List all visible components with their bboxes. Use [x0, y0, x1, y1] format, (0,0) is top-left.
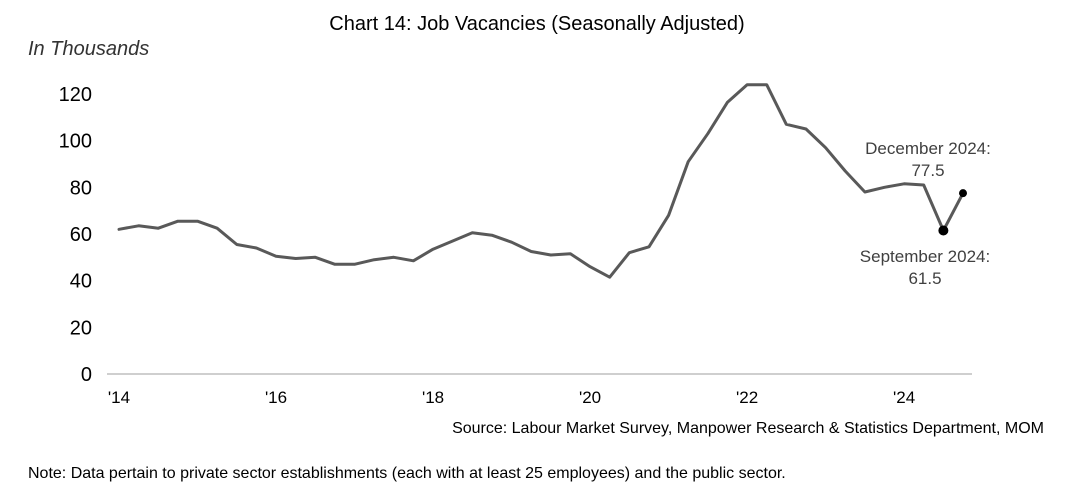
data-point-marker: [938, 225, 949, 236]
footnote-text: Note: Data pertain to private sector est…: [28, 465, 786, 482]
x-tick-label: '22: [736, 388, 758, 407]
x-tick-label: '24: [893, 388, 915, 407]
y-tick-label: 40: [70, 271, 92, 293]
annotation-value: 61.5: [908, 269, 941, 288]
y-axis-label: In Thousands: [28, 38, 150, 60]
annotation-label: December 2024:: [865, 139, 991, 158]
chart-title: Chart 14: Job Vacancies (Seasonally Adju…: [329, 13, 745, 35]
source-text: Source: Labour Market Survey, Manpower R…: [452, 420, 1044, 437]
y-tick-label: 0: [81, 364, 92, 386]
annotation-label: September 2024:: [860, 247, 990, 266]
y-tick-label: 100: [59, 131, 92, 153]
x-tick-label: '14: [108, 388, 130, 407]
y-tick-label: 20: [70, 317, 92, 339]
series-line: [117, 83, 965, 279]
y-tick-label: 80: [70, 177, 92, 199]
annotation-value: 77.5: [911, 161, 944, 180]
x-tick-label: '16: [265, 388, 287, 407]
x-tick-label: '20: [579, 388, 601, 407]
x-tick-label: '18: [422, 388, 444, 407]
data-point-marker: [959, 189, 967, 198]
y-tick-label: 60: [70, 224, 92, 246]
y-tick-label: 120: [59, 84, 92, 106]
